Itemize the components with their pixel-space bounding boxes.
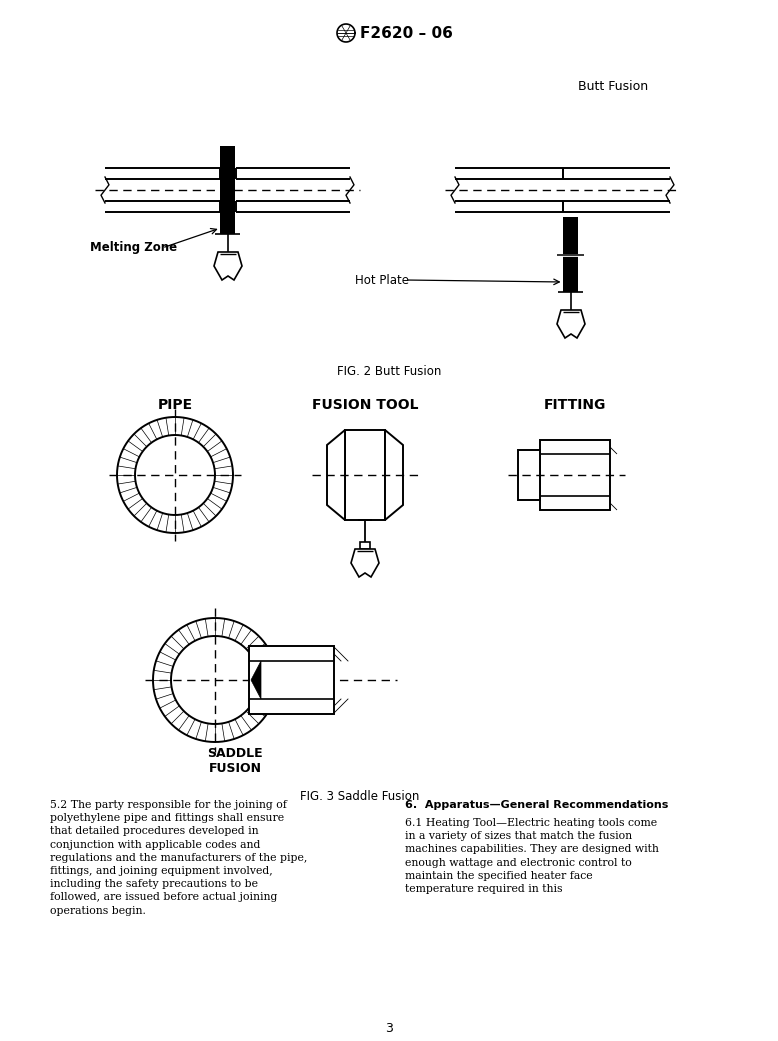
Text: 6.  Apparatus—General Recommendations: 6. Apparatus—General Recommendations <box>405 799 668 810</box>
Text: SADDLE
FUSION: SADDLE FUSION <box>207 747 263 775</box>
Text: 5.2 The party responsible for the joining of
polyethylene pipe and fittings shal: 5.2 The party responsible for the joinin… <box>50 799 307 916</box>
Text: 3: 3 <box>385 1022 393 1035</box>
Bar <box>540 440 610 510</box>
Text: PIPE: PIPE <box>157 398 193 412</box>
Polygon shape <box>385 430 403 520</box>
Text: 6.1 Heating Tool—Electric heating tools come
in a variety of sizes that match th: 6.1 Heating Tool—Electric heating tools … <box>405 818 659 894</box>
Polygon shape <box>327 430 345 520</box>
Polygon shape <box>351 549 379 577</box>
Bar <box>345 430 385 520</box>
Polygon shape <box>214 252 242 280</box>
Bar <box>518 450 540 500</box>
Polygon shape <box>557 310 585 338</box>
Bar <box>563 217 579 291</box>
Bar <box>220 146 236 234</box>
Text: F2620 – 06: F2620 – 06 <box>360 25 453 41</box>
Bar <box>249 646 334 714</box>
Text: Butt Fusion: Butt Fusion <box>578 80 648 93</box>
Polygon shape <box>251 661 261 699</box>
Text: Hot Plate: Hot Plate <box>355 274 409 286</box>
Text: Melting Zone: Melting Zone <box>90 242 177 254</box>
Text: FUSION TOOL: FUSION TOOL <box>312 398 419 412</box>
Bar <box>360 542 370 549</box>
Text: FIG. 3 Saddle Fusion: FIG. 3 Saddle Fusion <box>300 790 419 803</box>
Text: FIG. 2 Butt Fusion: FIG. 2 Butt Fusion <box>337 365 441 378</box>
Text: FITTING: FITTING <box>544 398 606 412</box>
